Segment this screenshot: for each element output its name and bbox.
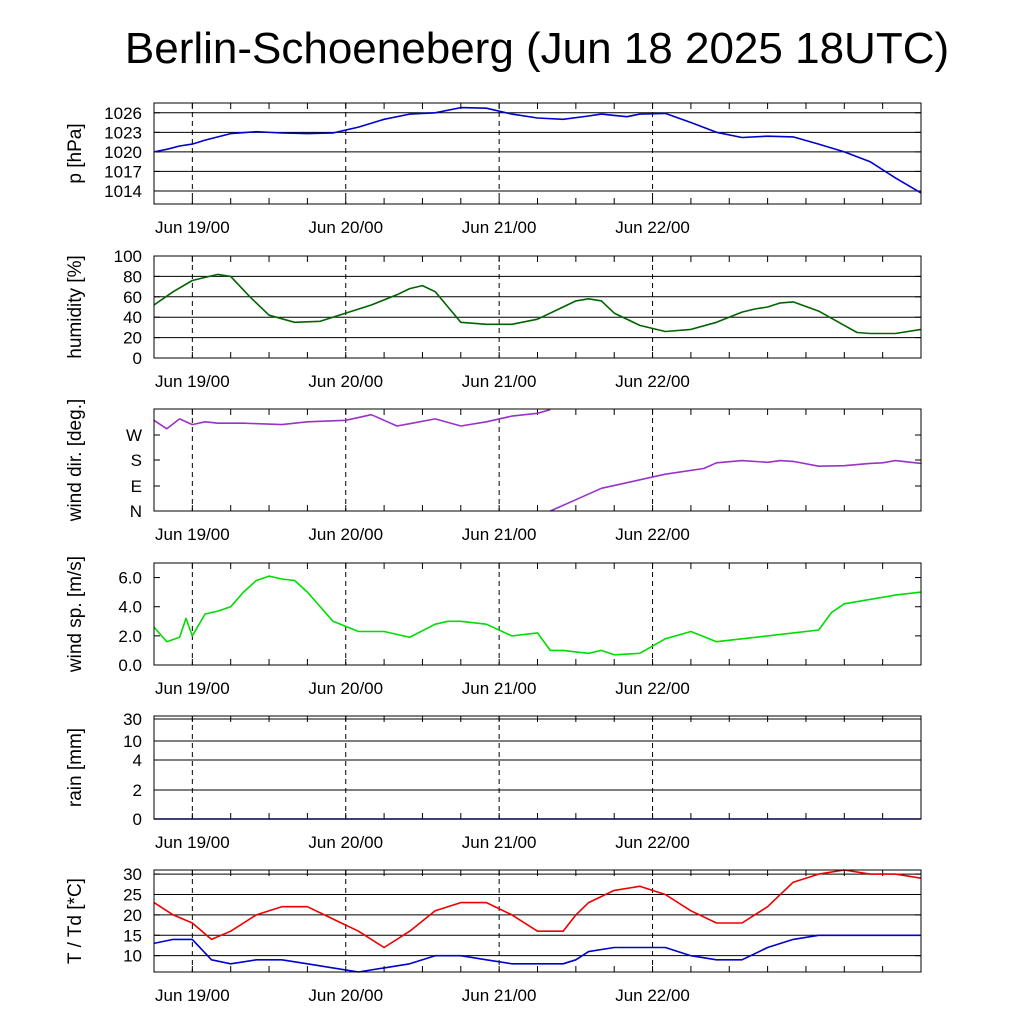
plot-frame (153, 255, 922, 359)
x-tick-label: Jun 19/00 (155, 525, 230, 544)
series-line-1 (153, 273, 922, 335)
y-axis-label: humidity [%] (65, 255, 86, 358)
y-tick-label: E (131, 477, 142, 496)
x-tick-label: Jun 22/00 (615, 218, 690, 237)
panel-5: 0 2 410 30 Jun 19/00 Jun 20/00 Jun 21/00 Jun 22… (65, 710, 922, 852)
panel-4: 0.0 2.0 4.0 6.0 Jun 19/00 Jun 20/00 Jun 21/00 J… (65, 556, 922, 698)
x-tick-label: Jun 19/00 (155, 679, 230, 698)
series-line-1 (153, 575, 922, 656)
y-tick-label: N (130, 502, 142, 521)
y-axis-label: T / Td [*C] (65, 878, 86, 964)
y-axis-label: p [hPa] (65, 123, 86, 183)
y-tick-label: 0 (133, 349, 142, 368)
series-line-1 (153, 106, 922, 194)
y-tick-label: 1026 (104, 104, 142, 123)
series-line-1 (153, 869, 922, 949)
plot-frame (153, 869, 922, 973)
y-tick-label: 4 (133, 751, 142, 770)
series-line-1 (153, 408, 551, 430)
series-line-2 (153, 934, 921, 973)
x-tick-label: Jun 21/00 (462, 218, 537, 237)
x-tick-label: Jun 19/00 (155, 986, 230, 1005)
y-tick-label: 2.0 (118, 627, 142, 646)
y-tick-label: 10 (123, 732, 142, 751)
y-tick-label: 1023 (104, 123, 142, 142)
y-tick-label: 60 (123, 288, 142, 307)
chart-title: Berlin-Schoeneberg (Jun 18 2025 18UTC) (124, 24, 950, 73)
plot-frame (153, 715, 922, 820)
x-tick-label: Jun 20/00 (308, 525, 383, 544)
x-tick-label: Jun 21/00 (462, 525, 537, 544)
y-tick-label: 1020 (104, 143, 142, 162)
x-tick-label: Jun 20/00 (308, 986, 383, 1005)
y-axis-label: rain [mm] (65, 728, 86, 807)
x-tick-label: Jun 20/00 (308, 372, 383, 391)
x-tick-label: Jun 21/00 (462, 679, 537, 698)
x-tick-label: Jun 20/00 (308, 218, 383, 237)
series-line-2 (549, 459, 922, 512)
x-tick-label: Jun 21/00 (462, 833, 537, 852)
y-tick-label: 100 (114, 247, 142, 266)
y-tick-label: 15 (123, 926, 142, 945)
y-tick-label: 10 (123, 947, 142, 966)
x-tick-label: Jun 19/00 (155, 218, 230, 237)
y-tick-label: 20 (123, 906, 142, 925)
x-tick-label: Jun 22/00 (615, 372, 690, 391)
y-tick-label: 0 (133, 810, 142, 829)
x-tick-label: Jun 22/00 (615, 986, 690, 1005)
y-tick-label: 25 (123, 885, 142, 904)
y-tick-label: 6.0 (118, 569, 142, 588)
plot-frame (153, 102, 922, 205)
y-tick-label: 40 (123, 308, 142, 327)
x-tick-label: Jun 20/00 (308, 679, 383, 698)
x-tick-label: Jun 19/00 (155, 833, 230, 852)
y-tick-label: 1017 (104, 162, 142, 181)
y-tick-label: 0.0 (118, 656, 142, 675)
y-tick-label: W (126, 426, 142, 445)
plot-frame (153, 408, 922, 512)
y-tick-label: 2 (133, 781, 142, 800)
x-tick-label: Jun 20/00 (308, 833, 383, 852)
x-tick-label: Jun 22/00 (615, 833, 690, 852)
x-tick-label: Jun 22/00 (615, 679, 690, 698)
y-axis-label: wind dir. [deg.] (65, 399, 86, 523)
x-tick-label: Jun 22/00 (615, 525, 690, 544)
y-tick-label: 80 (123, 267, 142, 286)
y-tick-label: S (131, 451, 142, 470)
plot-frame (153, 562, 922, 666)
y-tick-label: 4.0 (118, 598, 142, 617)
x-tick-label: Jun 21/00 (462, 372, 537, 391)
y-tick-label: 30 (123, 710, 142, 729)
y-tick-label: 20 (123, 329, 142, 348)
y-axis-label: wind sp. [m/s] (65, 556, 86, 673)
x-tick-label: Jun 21/00 (462, 986, 537, 1005)
x-tick-label: Jun 19/00 (155, 372, 230, 391)
y-tick-label: 30 (123, 865, 142, 884)
y-tick-label: 1014 (104, 182, 142, 201)
